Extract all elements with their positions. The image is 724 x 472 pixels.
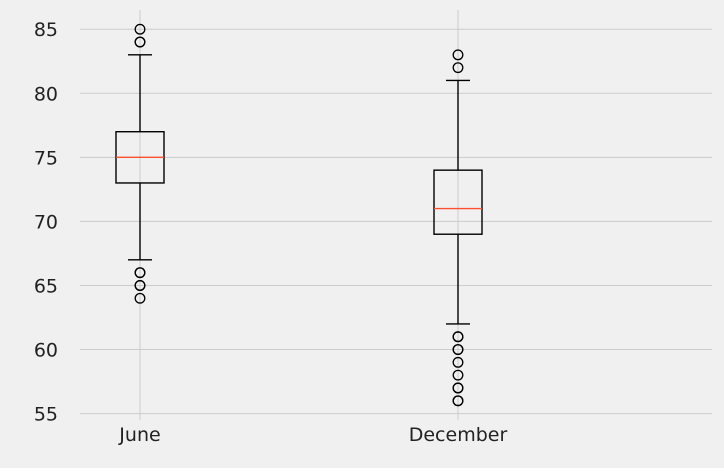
- outlier-point: [452, 395, 464, 407]
- outlier-point: [452, 331, 464, 343]
- outlier-point: [134, 36, 146, 48]
- outlier-point: [134, 280, 146, 291]
- boxes: [115, 23, 483, 407]
- y-tick-label: 55: [34, 404, 58, 426]
- outlier-point: [134, 23, 146, 35]
- outlier-point: [134, 292, 146, 304]
- outlier-point: [452, 356, 464, 368]
- y-tick-label: 70: [34, 211, 58, 233]
- y-tick-label: 80: [34, 83, 58, 105]
- y-axis: 55 60 65 70 75 80 85: [34, 19, 58, 425]
- box-group-june: [115, 23, 165, 304]
- x-tick-label: June: [118, 424, 160, 446]
- outlier-point: [452, 382, 464, 394]
- iqr-box: [433, 169, 483, 235]
- outlier-point: [452, 49, 464, 61]
- y-tick-label: 75: [34, 147, 58, 169]
- outlier-point: [134, 267, 146, 279]
- outlier-point: [452, 344, 464, 355]
- x-axis: June December: [118, 424, 507, 446]
- y-tick-label: 65: [34, 275, 58, 297]
- outlier-point: [452, 62, 464, 74]
- plot-area: [80, 10, 712, 420]
- box-group-december: [433, 49, 483, 407]
- outlier-point: [452, 369, 464, 381]
- y-tick-label: 85: [34, 19, 58, 41]
- x-tick-label: December: [409, 424, 508, 446]
- y-tick-label: 60: [34, 340, 58, 362]
